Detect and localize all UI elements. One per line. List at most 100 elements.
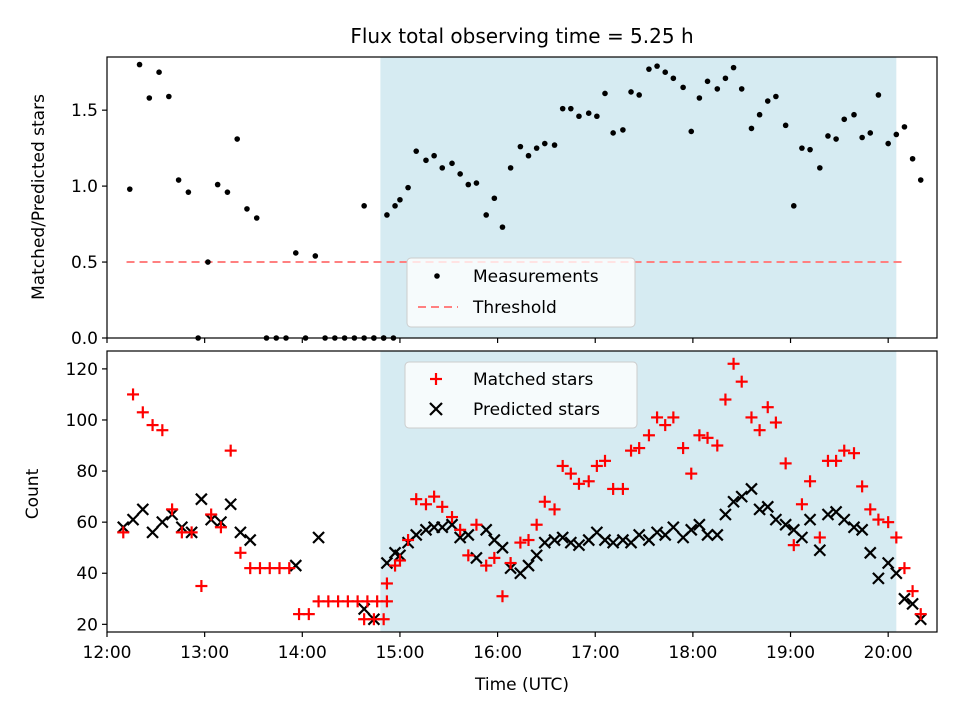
matched-star-point [572, 477, 585, 490]
top-y-tick-label: 0.0 [71, 329, 98, 349]
predicted-star-point [598, 533, 612, 547]
matched-star-point [146, 419, 159, 432]
measurement-point [423, 157, 429, 164]
predicted-star-point [616, 533, 630, 547]
measurement-point [620, 127, 626, 133]
predicted-star-point [863, 546, 877, 560]
predicted-star-point [538, 536, 552, 549]
matched-star-point [882, 516, 895, 529]
predicted-star-point [462, 528, 475, 542]
measurement-point [714, 86, 721, 92]
predicted-star-point [667, 520, 680, 534]
matched-star-point [564, 467, 577, 480]
measurement-point [224, 189, 231, 195]
bottom-x-tick-label: 20:00 [864, 643, 913, 663]
measurement-point [901, 124, 908, 130]
predicted-star-point [837, 513, 851, 526]
predicted-star-point [745, 482, 758, 496]
measurement-point [680, 84, 686, 91]
measurement-point [136, 61, 143, 68]
top-legend: Measurements Threshold [406, 257, 636, 328]
matched-star-point [488, 551, 501, 564]
matched-star-point [470, 518, 483, 531]
matched-star-point [127, 388, 140, 401]
matched-star-point [377, 613, 390, 626]
matched-star-point [205, 508, 218, 521]
measurement-point [654, 63, 660, 69]
matched-star-point [402, 534, 415, 547]
predicted-star-point [898, 592, 911, 606]
matched-star-point [156, 424, 169, 437]
measurement-point [431, 152, 437, 159]
matched-star-point [701, 431, 714, 444]
matched-star-point [504, 557, 517, 570]
measurement-point [851, 111, 857, 118]
matched-star-point [856, 480, 869, 493]
matched-star-point [727, 357, 740, 370]
bottom-x-tick-label: 13:00 [180, 643, 229, 663]
matched-star-point [136, 406, 149, 419]
legend-measurements-label: Measurements [473, 267, 599, 287]
bottom-x-tick-label: 15:00 [375, 643, 424, 663]
predicted-star-point [470, 551, 483, 565]
measurement-point [551, 142, 558, 148]
matched-star-point [530, 518, 543, 531]
matched-star-point [651, 411, 664, 424]
measurement-point [885, 140, 891, 147]
matched-star-point [428, 490, 441, 503]
matched-star-point [480, 559, 493, 572]
predicted-star-point [855, 523, 869, 537]
matched-star-point [410, 493, 423, 506]
matched-star-point [419, 498, 432, 511]
bottom-x-tick-label: 17:00 [571, 643, 620, 663]
matched-star-point [446, 511, 459, 524]
top-x-ticks [106, 338, 889, 343]
measurement-point [670, 75, 677, 82]
predicted-star-point [906, 597, 919, 611]
matched-star-point [685, 467, 698, 480]
matched-star-point [633, 442, 646, 455]
matched-star-point [753, 424, 766, 437]
measurement-point [841, 116, 848, 123]
predicted-star-point [146, 526, 159, 539]
top-y-tick-label: 1.5 [71, 101, 98, 121]
bottom-y-ticks: 20 40 60 80 100 120 [66, 360, 107, 635]
matched-star-point [234, 546, 247, 559]
matched-star-point [719, 393, 732, 406]
x-axis-label: Time (UTC) [474, 675, 569, 695]
matched-star-point [514, 536, 527, 549]
matched-star-point [838, 444, 851, 457]
legend-predicted-marker [429, 402, 443, 416]
predicted-star-point [453, 531, 467, 544]
matched-star-point [496, 590, 509, 603]
matched-star-point [804, 475, 817, 488]
measurement-point [738, 86, 745, 92]
matched-star-points [117, 357, 927, 626]
matched-star-point [166, 503, 179, 516]
legend-matched-marker [430, 373, 442, 385]
bottom-y-tick-label: 120 [66, 360, 98, 380]
predicted-star-point [234, 526, 247, 539]
matched-star-point [745, 411, 758, 424]
matched-star-point [872, 513, 885, 526]
matched-star-point [735, 375, 748, 388]
measurement-point [413, 148, 420, 154]
matched-star-point [556, 459, 569, 472]
top-y-axis-label: Matched/Predicted stars [29, 94, 49, 300]
predicted-star-point [761, 500, 775, 514]
predicted-star-point [136, 503, 150, 516]
predicted-star-point [409, 528, 423, 542]
measurement-point [859, 134, 865, 141]
measurement-point [764, 98, 771, 104]
measurement-point [799, 145, 805, 151]
measurement-point [917, 177, 924, 183]
predicted-star-point [632, 528, 646, 542]
measurement-point [205, 259, 211, 265]
predicted-star-point [126, 513, 140, 526]
matched-star-point [599, 454, 611, 467]
measurement-point [696, 95, 703, 101]
bottom-axes-frame [106, 350, 938, 633]
matched-star-point [890, 531, 903, 544]
top-legend-box [406, 257, 636, 328]
predicted-star-point [701, 528, 714, 542]
